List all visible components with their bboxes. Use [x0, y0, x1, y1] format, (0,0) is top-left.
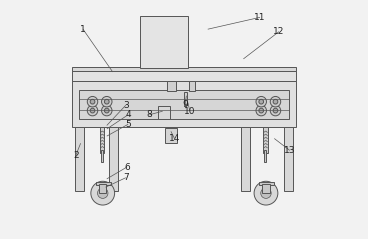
- Bar: [262, 184, 269, 193]
- Circle shape: [105, 108, 109, 113]
- Bar: [158, 106, 170, 120]
- Bar: [284, 127, 293, 191]
- Text: 1: 1: [80, 25, 86, 34]
- Bar: [72, 81, 296, 127]
- Circle shape: [273, 108, 278, 113]
- Circle shape: [87, 105, 98, 116]
- Text: 4: 4: [125, 110, 131, 119]
- Text: 9: 9: [182, 100, 188, 109]
- Circle shape: [102, 97, 112, 107]
- Bar: [241, 127, 250, 191]
- Bar: [72, 67, 296, 71]
- Bar: [96, 182, 111, 185]
- Circle shape: [256, 105, 266, 116]
- Circle shape: [98, 188, 108, 198]
- Text: 10: 10: [184, 107, 196, 116]
- Bar: [165, 128, 177, 143]
- Circle shape: [90, 99, 95, 104]
- Bar: [184, 92, 187, 105]
- Circle shape: [259, 99, 263, 104]
- Circle shape: [105, 99, 109, 104]
- Text: 3: 3: [123, 101, 129, 110]
- Text: 7: 7: [123, 173, 129, 182]
- Text: 6: 6: [124, 163, 130, 172]
- Bar: [109, 127, 118, 191]
- Text: 2: 2: [73, 151, 79, 160]
- Circle shape: [270, 105, 281, 116]
- Bar: [75, 127, 84, 191]
- Circle shape: [256, 97, 266, 107]
- Bar: [140, 16, 188, 68]
- Circle shape: [102, 105, 112, 116]
- Circle shape: [270, 97, 281, 107]
- Circle shape: [261, 188, 271, 198]
- Bar: [263, 127, 268, 153]
- Bar: [79, 90, 289, 120]
- Text: 13: 13: [284, 146, 296, 155]
- Bar: [259, 182, 274, 185]
- Bar: [72, 71, 296, 81]
- Circle shape: [87, 97, 98, 107]
- Bar: [167, 81, 176, 91]
- Circle shape: [259, 108, 263, 113]
- Bar: [99, 184, 106, 193]
- Text: 14: 14: [169, 134, 180, 143]
- Bar: [101, 150, 103, 162]
- Bar: [100, 127, 105, 153]
- Text: 8: 8: [147, 110, 152, 119]
- Bar: [264, 150, 266, 162]
- Circle shape: [273, 99, 278, 104]
- Circle shape: [91, 181, 114, 205]
- Bar: [189, 81, 195, 91]
- Text: 11: 11: [254, 13, 266, 22]
- Text: 5: 5: [125, 120, 131, 129]
- Circle shape: [90, 108, 95, 113]
- Circle shape: [254, 181, 278, 205]
- Text: 12: 12: [273, 27, 285, 36]
